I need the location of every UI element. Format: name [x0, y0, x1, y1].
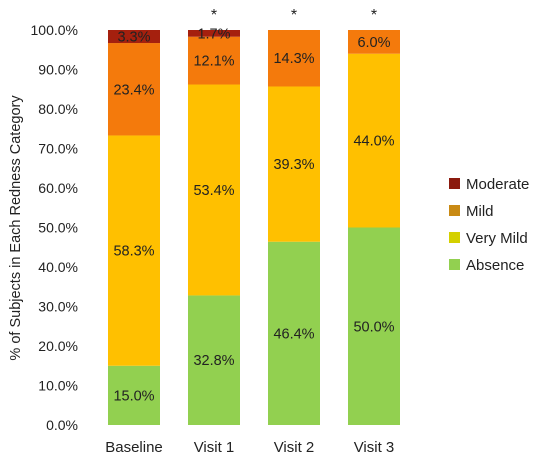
bar-segment-very-mild — [108, 135, 160, 366]
data-label: 23.4% — [113, 82, 154, 98]
bar-segment-moderate — [188, 30, 240, 37]
x-tick-label: Visit 2 — [274, 439, 315, 456]
data-label: 14.3% — [273, 51, 314, 67]
y-tick-label: 80.0% — [38, 101, 78, 117]
bar-segment-mild — [268, 30, 320, 87]
x-tick-label: Visit 3 — [354, 439, 395, 456]
data-label: 3.3% — [117, 30, 150, 46]
y-axis-title: % of Subjects in Each Redness Category — [8, 95, 24, 361]
bar-segment-mild — [188, 36, 240, 85]
data-label: 39.3% — [273, 157, 314, 173]
bar-segment-very-mild — [188, 84, 240, 296]
bar-segment-very-mild — [268, 86, 320, 242]
data-label: 12.1% — [193, 54, 234, 70]
y-tick-label: 60.0% — [38, 180, 78, 196]
bar-segment-absence — [108, 365, 160, 425]
data-label: 15.0% — [113, 388, 154, 404]
y-tick-label: 50.0% — [38, 220, 78, 236]
legend-swatch — [449, 232, 460, 243]
legend-label: Very Mild — [466, 230, 528, 247]
y-tick-label: 70.0% — [38, 141, 78, 157]
y-axis: 0.0% 10.0% 20.0% 30.0% 40.0% 50.0% 60.0% 70.0% 8… — [31, 22, 78, 433]
y-tick-label: 40.0% — [38, 259, 78, 275]
legend-swatch — [449, 178, 460, 189]
significance-markers: * * * — [211, 7, 377, 24]
data-label: 50.0% — [353, 319, 394, 335]
y-tick-label: 90.0% — [38, 62, 78, 78]
x-axis: Baseline Visit 1 Visit 2 Visit 3 — [105, 439, 394, 456]
legend: Moderate Mild Very Mild Absence — [449, 176, 529, 274]
bar-segment-moderate — [108, 30, 160, 44]
data-label: 58.3% — [113, 244, 154, 260]
legend-swatch — [449, 259, 460, 270]
significance-star: * — [211, 7, 217, 24]
legend-label: Moderate — [466, 176, 529, 193]
y-tick-label: 30.0% — [38, 299, 78, 315]
y-tick-label: 10.0% — [38, 378, 78, 394]
bar-segment-mild — [348, 30, 400, 54]
data-label: 44.0% — [353, 134, 394, 150]
bar-segment-very-mild — [348, 53, 400, 228]
data-label: 6.0% — [357, 35, 390, 51]
data-label: 53.4% — [193, 183, 234, 199]
y-tick-label: 100.0% — [31, 22, 78, 38]
x-tick-label: Baseline — [105, 439, 163, 456]
data-label: 1.7% — [197, 26, 230, 42]
bars: 15.0% 58.3% 23.4% 3.3% 32.8% 53.4% 12.1% 1.7% 46… — [108, 26, 400, 425]
y-tick-label: 0.0% — [46, 417, 78, 433]
bar-segment-absence — [348, 227, 400, 425]
legend-label: Absence — [466, 257, 524, 274]
legend-swatch — [449, 205, 460, 216]
data-label: 32.8% — [193, 353, 234, 369]
bar-segment-absence — [188, 295, 240, 425]
significance-star: * — [371, 7, 377, 24]
x-tick-label: Visit 1 — [194, 439, 235, 456]
bar-segment-mild — [108, 43, 160, 136]
bar-segment-absence — [268, 241, 320, 425]
legend-label: Mild — [466, 203, 494, 220]
y-tick-label: 20.0% — [38, 338, 78, 354]
data-label: 46.4% — [273, 326, 314, 342]
significance-star: * — [291, 7, 297, 24]
